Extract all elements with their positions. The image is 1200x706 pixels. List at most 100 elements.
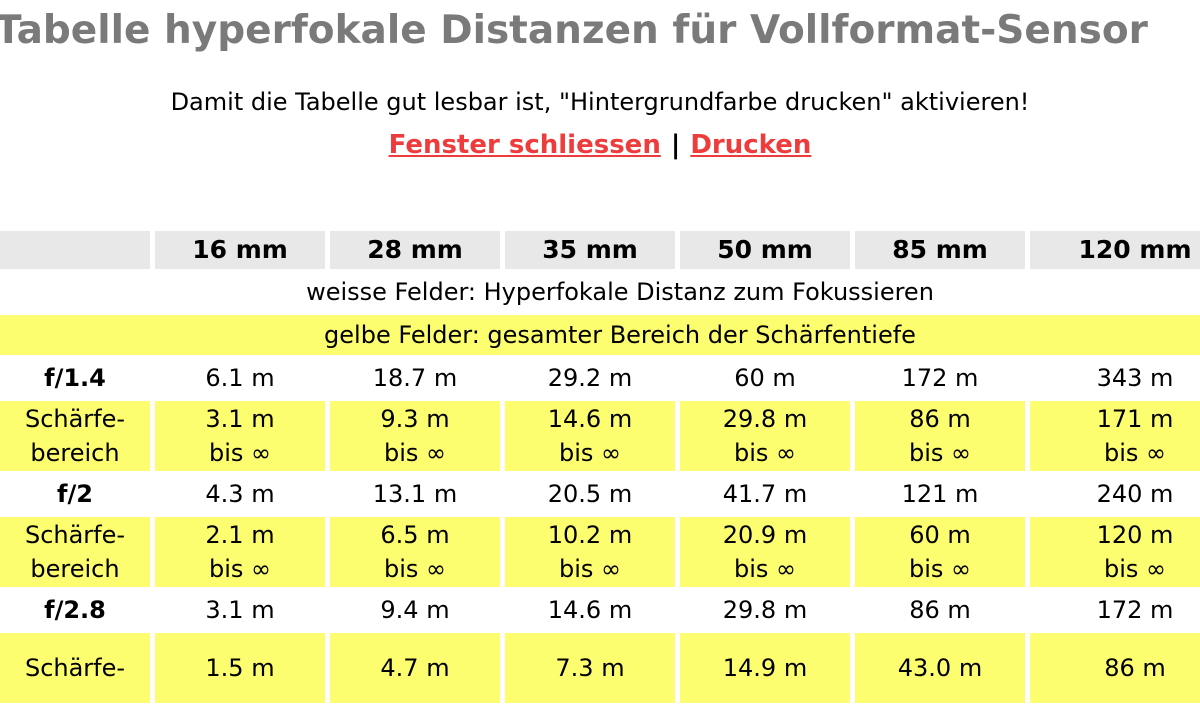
range-to: bis ∞ [1103, 439, 1167, 467]
range-from: 86 m [909, 405, 971, 433]
range-from: 120 m [1096, 521, 1174, 549]
note-cell: weisse Felder: Hyperfokale Distanz zum F… [306, 278, 934, 306]
range-to: bis ∞ [383, 439, 447, 467]
range-from: 4.7 m [380, 654, 450, 682]
range-cell: 9.3 m bis ∞ [330, 401, 500, 471]
hyperfocal-cell: 29.8 m [722, 596, 808, 624]
range-from: 10.2 m [547, 521, 633, 549]
column-header: 85 mm [855, 231, 1025, 269]
hyperfocal-cell: 3.1 m [205, 596, 275, 624]
range-from: 7.3 m [555, 654, 625, 682]
range-to: bis ∞ [733, 555, 797, 583]
column-header: 50 mm [680, 231, 850, 269]
hyperfocal-cell: 20.5 m [547, 480, 633, 508]
note-row: gelbe Felder: gesamter Bereich der Schär… [0, 315, 1200, 355]
range-cell: 20.9 m bis ∞ [680, 517, 850, 587]
instruction: Damit die Tabelle gut lesbar ist, "Hinte… [170, 88, 1030, 116]
range-row: Schärfe-bereich 3.1 m bis ∞ 9.3 m bis ∞ 14.6 … [0, 401, 1200, 471]
range-cell: 4.7 m [330, 633, 500, 703]
range-to: bis ∞ [1103, 555, 1167, 583]
note-row: weisse Felder: Hyperfokale Distanz zum F… [0, 272, 1200, 312]
range-row: Schärfe- 1.5 m 4.7 m 7.3 m 14.9 m 43.0 m 86 m [0, 633, 1200, 703]
range-to: bis ∞ [208, 555, 272, 583]
range-to: bis ∞ [208, 439, 272, 467]
corner-cell [0, 231, 150, 269]
aperture-label: f/2 [57, 480, 93, 508]
range-cell: 2.1 m bis ∞ [155, 517, 325, 587]
column-header: 120 mm [1030, 231, 1200, 269]
page-title: Tabelle hyperfokale Distanzen für Vollfo… [0, 8, 1148, 53]
range-label: Schärfe-bereich [0, 517, 150, 587]
range-from: 29.8 m [722, 405, 808, 433]
range-to: bis ∞ [733, 439, 797, 467]
range-from: 20.9 m [722, 521, 808, 549]
separator: | [670, 130, 681, 160]
hyperfocal-cell: 172 m [901, 364, 979, 392]
range-from: 86 m [1104, 654, 1166, 682]
link-bar: Fenster schliessen | Drucken [0, 130, 1200, 160]
range-cell: 43.0 m [855, 633, 1025, 703]
hyperfocal-cell: 240 m [1096, 480, 1174, 508]
hyperfocal-cell: 14.6 m [547, 596, 633, 624]
range-to: bis ∞ [383, 555, 447, 583]
range-to: bis ∞ [908, 439, 972, 467]
range-cell: 120 m bis ∞ [1030, 517, 1200, 587]
range-to: bis ∞ [558, 555, 622, 583]
range-cell: 171 m bis ∞ [1030, 401, 1200, 471]
range-from: 14.9 m [722, 654, 808, 682]
hyperfocal-cell: 29.2 m [547, 364, 633, 392]
range-cell: 6.5 m bis ∞ [330, 517, 500, 587]
range-cell: 86 m bis ∞ [855, 401, 1025, 471]
range-from: 43.0 m [897, 654, 983, 682]
range-cell: 29.8 m bis ∞ [680, 401, 850, 471]
range-row: Schärfe-bereich 2.1 m bis ∞ 6.5 m bis ∞ 10.2 … [0, 517, 1200, 587]
hyperfocal-cell: 18.7 m [372, 364, 458, 392]
range-from: 14.6 m [547, 405, 633, 433]
range-label-line: Schärfe- [24, 521, 126, 549]
range-label: Schärfe- [0, 633, 150, 703]
hyperfocal-cell: 9.4 m [380, 596, 450, 624]
aperture-label: f/1.4 [44, 364, 106, 392]
range-cell: 60 m bis ∞ [855, 517, 1025, 587]
range-label-line: Schärfe- [24, 654, 126, 682]
column-header: 28 mm [330, 231, 500, 269]
range-label-line: Schärfe- [24, 405, 126, 433]
hyperfocal-cell: 41.7 m [722, 480, 808, 508]
range-from: 171 m [1096, 405, 1174, 433]
page: Tabelle hyperfokale Distanzen für Vollfo… [0, 8, 1200, 703]
range-cell: 14.9 m [680, 633, 850, 703]
range-from: 2.1 m [205, 521, 275, 549]
column-header: 35 mm [505, 231, 675, 269]
range-from: 60 m [909, 521, 971, 549]
close-link[interactable]: Fenster schliessen [388, 130, 661, 160]
print-link[interactable]: Drucken [690, 130, 812, 160]
aperture-row: f/1.4 6.1 m 18.7 m 29.2 m 60 m 172 m 343 m [0, 358, 1200, 398]
range-label-line: bereich [30, 555, 120, 583]
hyperfocal-cell: 4.3 m [205, 480, 275, 508]
hyperfocal-cell: 172 m [1096, 596, 1174, 624]
range-to: bis ∞ [908, 555, 972, 583]
range-cell: 1.5 m [155, 633, 325, 703]
aperture-row: f/2 4.3 m 13.1 m 20.5 m 41.7 m 121 m 240 m [0, 474, 1200, 514]
range-from: 9.3 m [380, 405, 450, 433]
hyperfocal-cell: 6.1 m [205, 364, 275, 392]
range-label-line: bereich [30, 439, 120, 467]
aperture-row: f/2.8 3.1 m 9.4 m 14.6 m 29.8 m 86 m 172 m [0, 590, 1200, 630]
hyperfocal-cell: 60 m [734, 364, 796, 392]
hyperfocal-cell: 121 m [901, 480, 979, 508]
aperture-label: f/2.8 [44, 596, 106, 624]
range-from: 3.1 m [205, 405, 275, 433]
hyperfocal-cell: 13.1 m [372, 480, 458, 508]
hyperfocal-cell: 343 m [1096, 364, 1174, 392]
range-to: bis ∞ [558, 439, 622, 467]
note-cell: gelbe Felder: gesamter Bereich der Schär… [0, 315, 1200, 355]
range-from: 1.5 m [205, 654, 275, 682]
range-cell: 86 m [1030, 633, 1200, 703]
hyperfocal-table: 16 mm 28 mm 35 mm 50 mm 85 mm 120 mm weisse Fe… [0, 228, 1200, 706]
range-cell: 7.3 m [505, 633, 675, 703]
range-from: 6.5 m [380, 521, 450, 549]
range-cell: 10.2 m bis ∞ [505, 517, 675, 587]
column-header: 16 mm [155, 231, 325, 269]
range-cell: 14.6 m bis ∞ [505, 401, 675, 471]
range-label: Schärfe-bereich [0, 401, 150, 471]
